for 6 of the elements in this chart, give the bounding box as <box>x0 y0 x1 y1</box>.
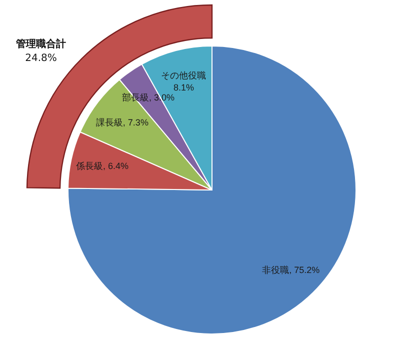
slice-label: 係長級, 6.4% <box>76 161 128 172</box>
text: 管理職合計 24.8% <box>16 38 66 66</box>
data-label: 8.1% <box>173 82 194 92</box>
slice-label: その他役職 <box>161 70 206 80</box>
slice-label: 非役職, 75.2% <box>262 264 320 275</box>
slice-label: 課長級, 7.3% <box>96 118 148 128</box>
